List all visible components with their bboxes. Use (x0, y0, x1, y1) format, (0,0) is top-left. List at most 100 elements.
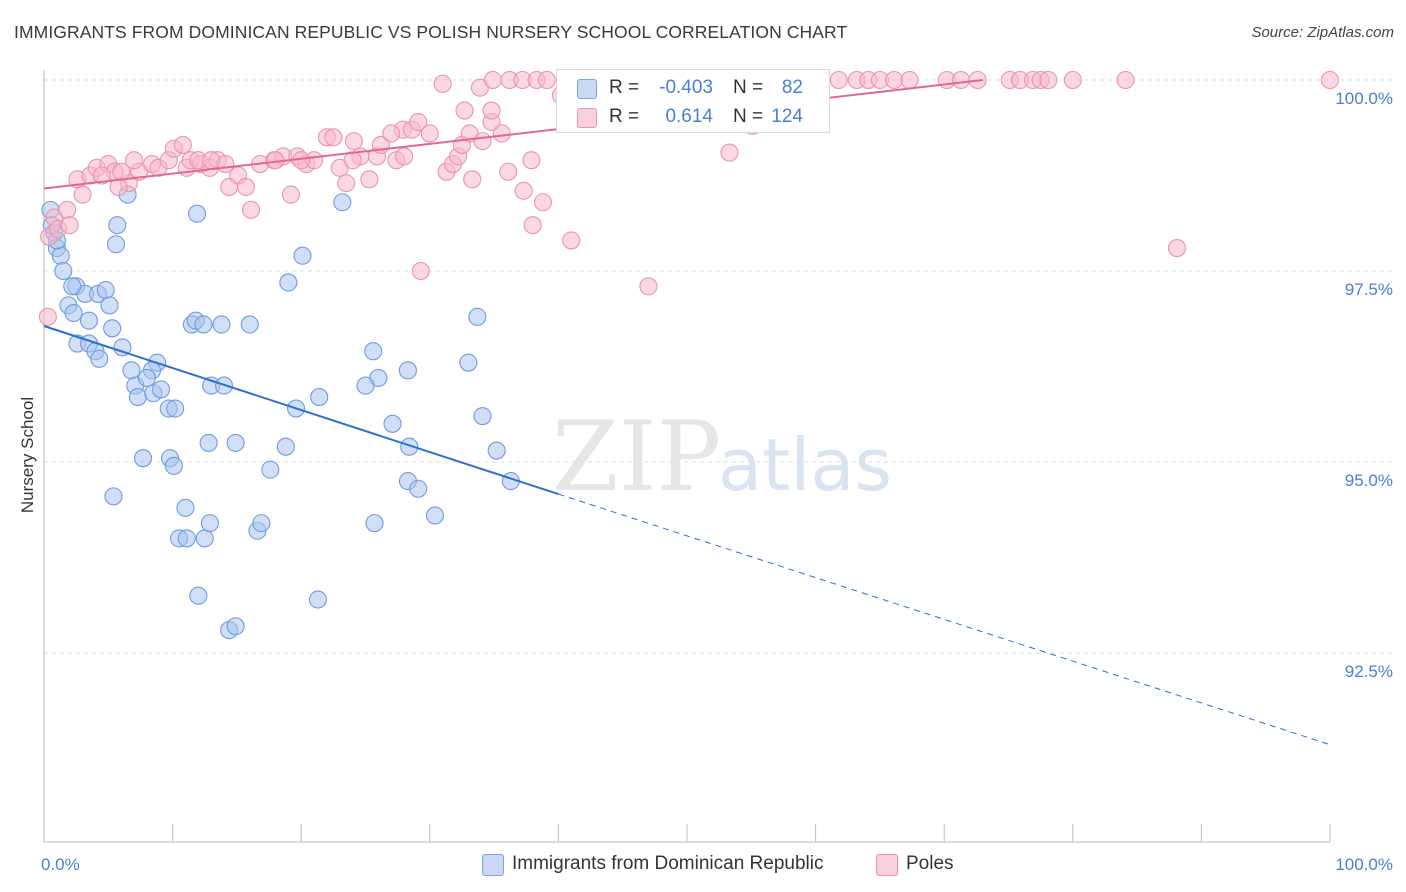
dominican-point (364, 342, 383, 361)
legend-swatch-blue (577, 79, 597, 99)
poles-point (483, 70, 502, 90)
dominican-point (276, 437, 295, 456)
dominican-point (113, 338, 132, 357)
dominican-point (459, 353, 478, 372)
poles-point (173, 135, 192, 154)
dominican-point (133, 449, 153, 468)
poles-point (523, 216, 542, 235)
dominican-point (226, 617, 245, 636)
dominican-trend-line (43, 325, 559, 496)
poles-point (537, 70, 556, 90)
watermark-zip: ZIP (552, 401, 721, 513)
stats-legend: R = -0.403 N = 82 R = 0.614 N = 124 (556, 69, 830, 133)
poles-point (433, 74, 452, 93)
dominican-point (226, 433, 245, 452)
legend-label-dominican: Immigrants from Dominican Republic (512, 853, 824, 874)
poles-point (92, 166, 111, 185)
poles-point (38, 307, 57, 326)
dominican-point (63, 277, 82, 296)
dominican-point (137, 368, 156, 388)
poles-point (829, 70, 848, 90)
poles-point (58, 200, 77, 219)
poles-point (241, 200, 261, 219)
dominican-trend-extension (558, 493, 1331, 746)
axes (43, 70, 1331, 843)
y-tick-label: 100.0% (1335, 89, 1393, 108)
dominican-point (308, 590, 327, 609)
dominican-point (176, 498, 195, 517)
poles-point (1116, 70, 1135, 90)
poles-point (1167, 239, 1187, 258)
dominican-point (187, 204, 207, 223)
legend-swatch-dominican (482, 854, 504, 876)
dominican-point (79, 311, 99, 330)
poles-point (409, 112, 428, 132)
poles-point (360, 170, 379, 189)
dominican-point (365, 514, 384, 533)
dominican-point (333, 193, 352, 212)
dominican-point (166, 399, 185, 418)
legend-row-pink: R = 0.614 N = 124 (557, 101, 829, 131)
poles-point (1320, 70, 1340, 90)
dominican-point (100, 296, 119, 315)
dominican-point (468, 307, 487, 326)
poles-point (382, 124, 401, 143)
dominican-point (398, 361, 417, 380)
legend-swatch-pink (577, 108, 597, 128)
dominican-point (199, 433, 218, 452)
legend-r-value: 0.614 (665, 106, 713, 127)
poles-point (482, 101, 501, 120)
series-legend: Immigrants from Dominican Republic Poles (0, 852, 1406, 878)
dominican-point (425, 506, 444, 525)
legend-n-value: 124 (771, 106, 803, 127)
dominican-point (103, 319, 122, 338)
poles-point (720, 143, 739, 162)
poles-point (1039, 70, 1058, 90)
dominican-point (310, 388, 329, 407)
watermark: ZIP atlas (552, 401, 892, 513)
poles-point (411, 261, 430, 281)
chart-title: IMMIGRANTS FROM DOMINICAN REPUBLIC VS PO… (14, 22, 848, 42)
dominican-point (108, 216, 127, 235)
y-tick-label: 95.0% (1345, 471, 1393, 490)
legend-swatch-poles (876, 854, 898, 876)
poles-point (463, 170, 482, 189)
poles-point (900, 70, 919, 90)
dominican-point (293, 246, 312, 265)
poles-point (562, 231, 581, 250)
legend-row-blue: R = -0.403 N = 82 (557, 72, 829, 102)
source-label: Source: ZipAtlas.com (1251, 24, 1394, 41)
legend-n-value: 82 (781, 77, 803, 98)
dominican-point (383, 414, 402, 433)
poles-point (1063, 70, 1082, 90)
dominican-point (194, 315, 213, 334)
dominican-point (240, 315, 259, 334)
legend-label-poles: Poles (906, 853, 954, 874)
poles-point (124, 151, 144, 170)
dominican-point (96, 281, 115, 300)
y-tick-label: 92.5% (1345, 662, 1393, 681)
poles-point (499, 162, 518, 181)
legend-n-label: N = (733, 77, 764, 98)
poles-point (473, 132, 492, 151)
dominican-point (128, 388, 147, 407)
dominican-point (400, 437, 419, 456)
dominican-point (64, 303, 83, 323)
tick-labels: 100.0% 97.5% 95.0% 92.5% 0.0% 100.0% (41, 89, 1393, 874)
legend-r-label: R = (609, 77, 640, 98)
dominican-point (122, 361, 141, 380)
dominican-point (356, 376, 375, 395)
dominican-point (409, 479, 428, 498)
poles-point (420, 124, 439, 143)
watermark-atlas: atlas (718, 423, 892, 507)
poles-point (951, 70, 970, 90)
dominican-point (54, 261, 73, 281)
x-tick-label: 0.0% (41, 855, 80, 874)
dominican-point (189, 586, 208, 605)
poles-point (343, 151, 362, 170)
dominican-point (106, 235, 126, 254)
dominican-point (104, 487, 123, 506)
poles-point (492, 124, 511, 143)
poles-point (73, 185, 92, 204)
